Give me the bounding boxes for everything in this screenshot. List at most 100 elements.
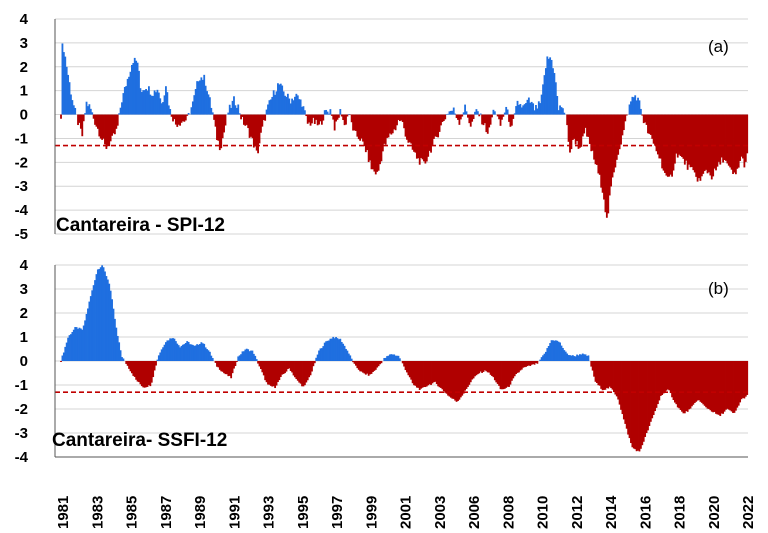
- bar-negative: [603, 114, 605, 200]
- bar-positive: [445, 114, 448, 115]
- bar-positive: [298, 99, 301, 115]
- bar-positive: [207, 94, 210, 115]
- bar-negative: [415, 361, 418, 388]
- bar-positive: [637, 97, 639, 115]
- bar-positive: [174, 341, 177, 361]
- bar-negative: [491, 361, 493, 377]
- bar-negative: [734, 114, 737, 175]
- bar-negative: [522, 361, 525, 368]
- bar-negative: [322, 114, 325, 121]
- bar-positive: [550, 340, 553, 361]
- panel-b-y-tick-labels: 4 3 2 1 0 -1 -2 -3 -4: [15, 257, 29, 466]
- bar-positive: [544, 68, 547, 115]
- bar-positive: [196, 81, 199, 115]
- bar-negative: [77, 114, 79, 126]
- bar-positive: [157, 92, 160, 115]
- bar-positive: [576, 354, 578, 361]
- bar-positive: [506, 109, 509, 115]
- bar-negative: [108, 114, 111, 147]
- bar-positive: [449, 110, 452, 115]
- bar-negative: [676, 361, 679, 408]
- bar-negative: [101, 114, 104, 140]
- bar-negative: [435, 361, 438, 384]
- bar-negative: [277, 361, 279, 383]
- bar-negative: [311, 361, 313, 372]
- bar-positive: [177, 345, 180, 361]
- bar-negative: [404, 361, 407, 371]
- bar-positive: [142, 90, 145, 115]
- bar-positive: [556, 96, 559, 115]
- y-tick-label: -3: [15, 425, 28, 442]
- x-tick-label: 1989: [192, 496, 209, 529]
- bar-negative: [403, 114, 406, 129]
- bar-negative: [611, 361, 614, 390]
- bar-negative: [689, 361, 692, 409]
- bar-negative: [608, 114, 611, 196]
- bar-negative: [509, 361, 512, 385]
- bar-positive: [255, 359, 258, 361]
- bar-negative: [296, 361, 299, 381]
- bar-negative: [613, 114, 615, 173]
- bar-negative: [493, 361, 496, 381]
- bar-positive: [269, 99, 272, 115]
- bar-negative: [286, 361, 289, 370]
- bar-negative: [601, 114, 604, 193]
- bar-negative: [115, 114, 118, 129]
- bar-negative: [221, 114, 224, 139]
- bar-negative: [720, 114, 723, 158]
- bar-positive: [81, 329, 84, 361]
- bar-positive: [150, 95, 153, 115]
- x-tick-label: 2010: [535, 496, 552, 529]
- bar-positive: [139, 88, 142, 115]
- bar-negative: [673, 114, 676, 164]
- bar-positive: [244, 349, 247, 361]
- bar-positive: [564, 351, 567, 361]
- bar-negative: [593, 114, 595, 160]
- bar-positive: [252, 353, 255, 361]
- bar-positive: [550, 59, 553, 115]
- bar-positive: [335, 337, 337, 361]
- bar-positive: [172, 338, 174, 361]
- panel-a-tag: (a): [708, 37, 729, 56]
- bar-negative: [656, 114, 659, 155]
- bar-negative: [469, 361, 472, 383]
- bar-negative: [703, 114, 706, 172]
- bar-negative: [366, 361, 369, 374]
- bar-negative: [437, 114, 440, 138]
- bar-positive: [126, 78, 129, 115]
- bar-positive: [89, 108, 92, 115]
- y-tick-label: 0: [20, 107, 28, 124]
- bar-negative: [525, 361, 527, 367]
- bar-positive: [128, 76, 130, 115]
- bar-negative: [610, 114, 613, 187]
- bar-negative: [180, 114, 183, 123]
- bar-positive: [118, 113, 121, 115]
- bar-negative: [567, 114, 570, 142]
- bar-positive: [228, 104, 231, 115]
- bar-negative: [357, 114, 360, 140]
- bar-negative: [737, 114, 740, 168]
- bar-negative: [594, 361, 597, 382]
- bar-positive: [526, 99, 529, 115]
- bar-negative: [244, 114, 247, 126]
- bar-negative: [257, 114, 259, 154]
- bar-positive: [204, 85, 207, 115]
- bar-negative: [401, 361, 404, 364]
- bar-negative: [615, 361, 618, 397]
- bar-negative: [614, 361, 617, 395]
- bar-positive: [278, 84, 281, 115]
- bar-positive: [197, 81, 200, 115]
- bar-negative: [455, 361, 458, 402]
- bar-positive: [546, 348, 549, 361]
- bar-negative: [313, 361, 316, 364]
- y-tick-label: -5: [15, 226, 28, 243]
- y-tick-label: -4: [15, 202, 29, 219]
- bar-negative: [252, 114, 255, 148]
- bar-positive: [291, 98, 294, 115]
- bar-negative: [245, 114, 248, 125]
- x-tick-label: 2012: [569, 496, 586, 529]
- bar-negative: [417, 361, 420, 388]
- bar-positive: [162, 347, 165, 361]
- bar-positive: [67, 337, 70, 361]
- bar-positive: [390, 354, 393, 361]
